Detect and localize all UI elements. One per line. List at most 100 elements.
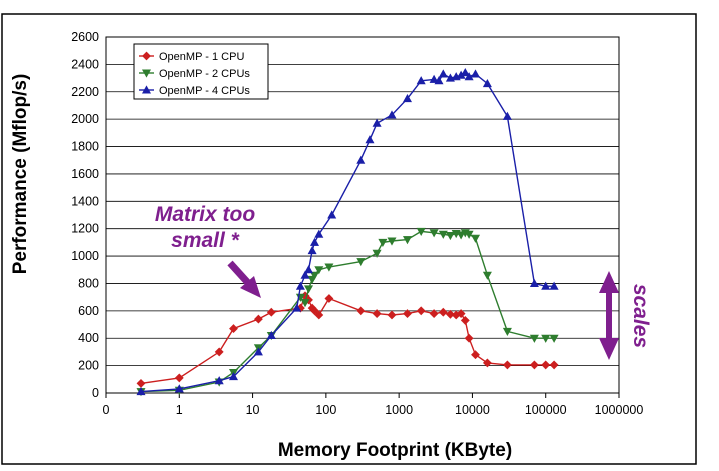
data-point <box>266 307 276 317</box>
data-point <box>429 309 439 319</box>
data-point <box>434 76 444 85</box>
y-tick-label: 0 <box>92 386 99 400</box>
data-series <box>136 67 559 397</box>
data-point <box>136 378 146 388</box>
data-point <box>541 281 551 290</box>
data-point <box>456 231 466 240</box>
data-point <box>356 306 366 316</box>
data-point <box>324 294 334 303</box>
legend-item: OpenMP - 4 CPUs <box>139 85 250 97</box>
data-point <box>529 360 539 370</box>
data-point <box>387 237 397 246</box>
data-point <box>253 314 263 324</box>
x-tick-label: 100 <box>315 403 336 417</box>
outer-frame <box>1 13 697 465</box>
double-arrow-icon <box>599 271 619 360</box>
data-point <box>464 72 474 81</box>
data-point <box>372 309 382 319</box>
data-point <box>402 236 413 245</box>
y-tick-label: 200 <box>78 359 99 373</box>
data-point <box>438 307 448 317</box>
data-point <box>214 376 224 385</box>
data-point <box>253 347 263 356</box>
y-tick-label: 1800 <box>71 140 99 154</box>
data-point <box>295 281 305 290</box>
data-point <box>387 310 397 320</box>
data-point <box>529 278 539 288</box>
data-point <box>314 310 324 320</box>
matrix-note-line-2: small * <box>171 229 240 252</box>
data-point <box>456 309 466 319</box>
data-point <box>327 210 337 219</box>
x-axis-title: Memory Footprint (KByte) <box>278 440 512 461</box>
y-tick-label: 2000 <box>71 112 99 126</box>
data-point <box>502 360 512 370</box>
data-point <box>314 229 324 238</box>
data-point <box>266 330 276 340</box>
data-point <box>372 249 382 258</box>
axes: 0200400600800100012001400160018002000220… <box>71 30 643 417</box>
data-point <box>403 309 412 319</box>
data-point <box>174 373 184 383</box>
legend-label: OpenMP - 4 CPUs <box>159 85 250 97</box>
y-tick-label: 2600 <box>71 30 99 44</box>
data-point <box>356 155 366 164</box>
data-point <box>228 371 239 381</box>
y-tick-label: 1400 <box>71 194 99 208</box>
data-point <box>214 347 224 357</box>
data-point <box>309 271 320 280</box>
data-point <box>460 315 470 325</box>
legend: OpenMP - 1 CPU OpenMP - 2 CPUs OpenMP - 4 … <box>133 43 269 100</box>
series-3 <box>136 67 559 396</box>
legend-marker <box>141 69 152 78</box>
data-point <box>314 266 324 275</box>
data-point <box>416 306 426 316</box>
x-tick-label: 0 <box>103 403 110 417</box>
diagonal-arrow-icon <box>227 260 261 298</box>
data-point <box>482 271 492 280</box>
x-tick-label: 1 <box>176 403 183 417</box>
data-point <box>482 358 492 368</box>
data-point <box>502 111 512 120</box>
y-tick-label: 800 <box>78 276 99 290</box>
series-1 <box>136 291 559 388</box>
data-point <box>372 118 382 127</box>
data-point <box>324 263 334 272</box>
x-tick-label: 1000 <box>385 403 413 417</box>
data-point <box>549 281 559 290</box>
data-point <box>464 333 474 343</box>
data-point <box>541 360 551 370</box>
data-point <box>300 299 310 308</box>
x-tick-label: 1000000 <box>595 403 644 417</box>
data-point <box>429 74 439 83</box>
matrix-too-small-annotation: Matrix too small * <box>155 203 261 298</box>
scales-annotation: scales <box>599 271 652 360</box>
data-point <box>460 67 470 77</box>
y-axis-title: Performance (Mflop/s) <box>10 74 31 275</box>
series-2 <box>136 227 559 397</box>
data-point <box>309 237 320 246</box>
y-tick-label: 2200 <box>71 85 99 99</box>
data-point <box>416 227 426 237</box>
x-tick-label: 100000 <box>525 403 567 417</box>
data-point <box>402 93 413 103</box>
x-tick-label: 10 <box>246 403 260 417</box>
data-point <box>303 265 314 274</box>
data-point <box>549 360 559 370</box>
data-point <box>136 386 146 396</box>
data-point <box>356 258 366 267</box>
data-point <box>445 309 455 319</box>
data-point <box>310 306 319 316</box>
data-point <box>438 230 448 239</box>
y-tick-label: 2400 <box>71 57 99 71</box>
data-point <box>445 232 455 241</box>
legend-label: OpenMP - 1 CPU <box>159 51 244 63</box>
data-point <box>378 238 388 248</box>
legend-marker <box>142 51 151 61</box>
y-tick-label: 600 <box>78 304 99 318</box>
data-point <box>482 78 492 88</box>
matrix-note-line-1: Matrix too <box>155 203 256 226</box>
data-point <box>529 334 539 343</box>
